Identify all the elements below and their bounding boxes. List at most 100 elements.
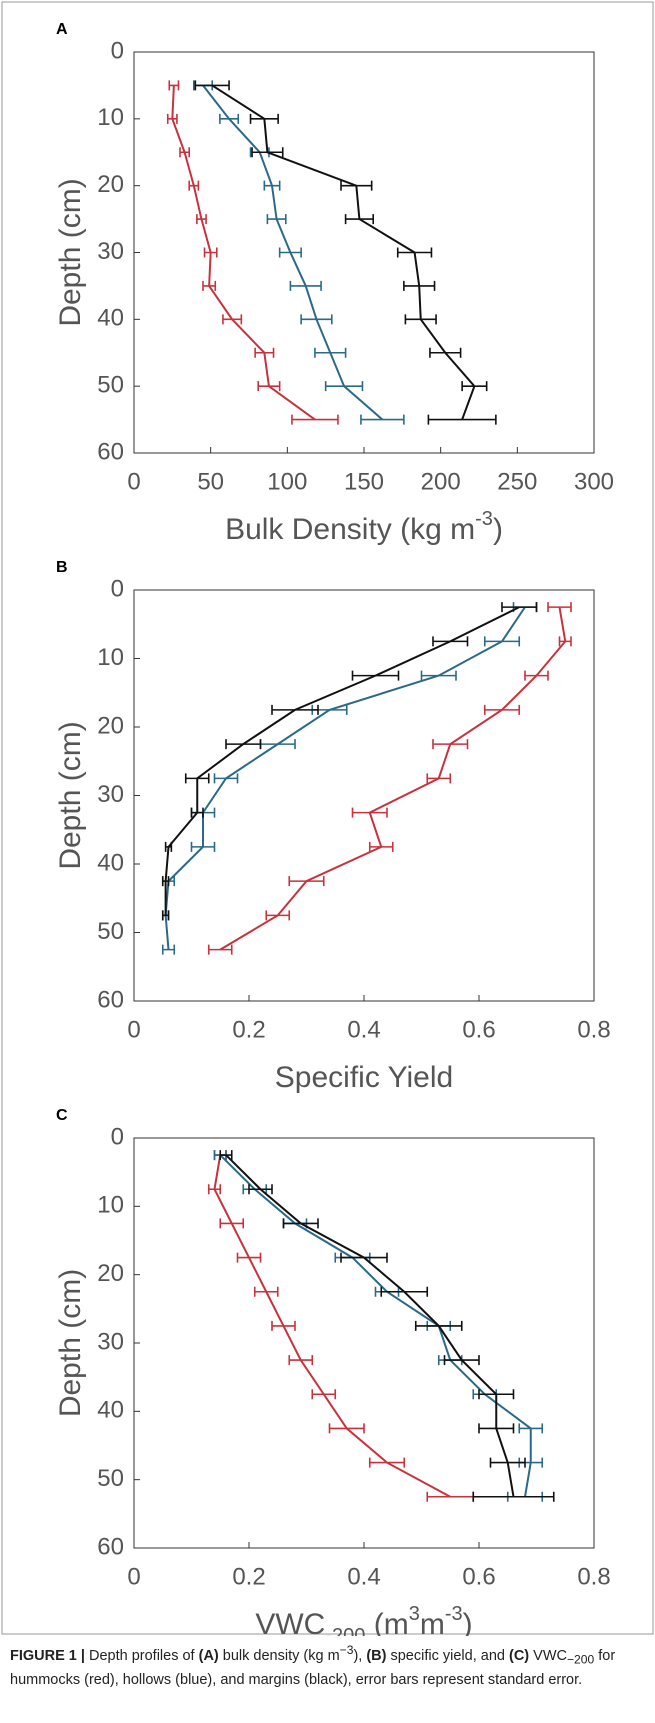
label-part: m [420,1608,445,1636]
frame [1,1,654,1635]
y-tick-label: 60 [97,1533,124,1560]
y-tick-label: 20 [97,171,124,198]
error-bar [443,1355,480,1366]
caption-text: FIGURE 1 | [10,1647,85,1664]
x-tick-label: 0.8 [577,1016,610,1043]
error-bar [248,1184,273,1195]
y-tick-label: 30 [97,781,124,808]
axis-label: VWC-200 (m3m-3) [255,1603,472,1636]
label-part: (m [365,1608,408,1636]
x-tick-label: 0.2 [232,1563,265,1590]
error-bar [300,314,333,325]
y-tick-label: 40 [97,1397,124,1424]
x-tick-label: 0.2 [232,1016,265,1043]
label-part: -3 [475,508,493,530]
panel-label: C [56,1107,68,1124]
error-bar [368,841,394,852]
error-bar [489,1457,526,1468]
error-bar [196,214,207,225]
error-bar [203,247,218,258]
error-bar [404,314,437,325]
series-line [219,1154,532,1497]
error-bar [311,1389,337,1400]
caption-text: ), [353,1647,367,1664]
caption-text: (C) [508,1647,530,1664]
series-line [213,1154,451,1498]
error-bar [368,1457,406,1468]
y-tick-label: 10 [97,644,124,671]
caption-text: for hummocks (red), hollows (blue), and … [10,1647,616,1688]
x-tick-label: 0 [127,468,140,495]
error-bar [340,180,373,191]
error-bar [414,1320,463,1331]
x-tick-label: 0.6 [462,1563,495,1590]
y-tick-label: 0 [111,575,124,602]
error-bar [351,670,400,681]
caption: FIGURE 1 | Depth profiles of (A) bulk de… [10,1640,642,1690]
error-bar [222,314,243,325]
error-bar [271,704,319,715]
x-tick-label: 50 [197,468,224,495]
error-bar [483,704,521,715]
error-bar [432,739,469,750]
series-line [225,1154,515,1497]
y-tick-label: 30 [97,238,124,265]
error-bar [396,247,433,258]
error-bar [161,876,170,887]
error-bar [524,670,549,681]
x-tick-label: 300 [574,468,614,495]
error-bar [429,347,462,358]
error-bar [257,381,281,392]
error-bar [426,1491,475,1502]
y-tick-label: 40 [97,305,124,332]
error-bar [483,636,521,647]
plot-box [133,51,595,454]
x-tick-label: 0 [127,1563,140,1590]
y-tick-label: 60 [97,438,124,465]
error-bar [184,773,210,784]
error-bar [547,602,572,613]
error-bar [207,1184,222,1195]
error-bar [328,1423,365,1434]
error-bar [472,1491,555,1502]
caption-text: −3 [339,1643,354,1657]
error-bar [249,113,279,124]
error-bar [288,876,325,887]
error-bar [380,1286,429,1297]
error-bar [271,1320,296,1331]
x-tick-label: 250 [497,468,537,495]
y-tick-label: 60 [97,986,124,1013]
error-bar [291,414,339,425]
caption-text: −200 [566,1652,595,1667]
y-tick-label: 50 [97,918,124,945]
label-part: ) [493,513,503,546]
error-bar [265,910,291,921]
panel-label: A [56,21,68,38]
error-bar [161,910,170,921]
error-bar [190,807,204,818]
x-tick-label: 0.6 [462,1016,495,1043]
error-bar [461,381,488,392]
x-tick-label: 0 [127,1016,140,1043]
y-tick-label: 50 [97,1465,124,1492]
error-bar [263,180,281,191]
y-axis-label: Depth (cm) [54,721,87,869]
label-part: 3 [409,1603,420,1625]
error-bar [190,841,216,852]
error-bar [344,214,374,225]
error-bar [202,280,217,291]
error-bar [219,113,240,124]
error-bar [426,773,452,784]
caption-text: VWC [529,1647,567,1664]
error-bar [236,1252,262,1263]
error-bar [207,944,233,955]
y-tick-label: 0 [111,37,124,64]
y-axis-label: Depth (cm) [54,1269,87,1417]
series-line [164,606,520,916]
error-bar [403,280,436,291]
y-tick-label: 20 [97,1260,124,1287]
error-bar [251,147,284,158]
x-tick-label: 200 [421,468,461,495]
error-bar [420,670,457,681]
